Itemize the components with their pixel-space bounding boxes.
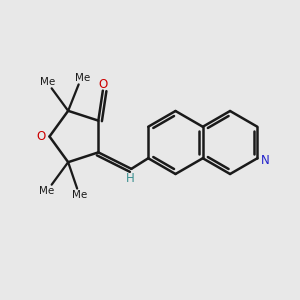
Text: Me: Me xyxy=(72,190,87,200)
Text: O: O xyxy=(98,77,107,91)
Text: Me: Me xyxy=(75,73,90,83)
Text: Me: Me xyxy=(40,77,55,87)
Text: O: O xyxy=(37,130,46,143)
Text: N: N xyxy=(260,154,269,167)
Text: H: H xyxy=(125,172,134,185)
Text: Me: Me xyxy=(39,186,54,196)
